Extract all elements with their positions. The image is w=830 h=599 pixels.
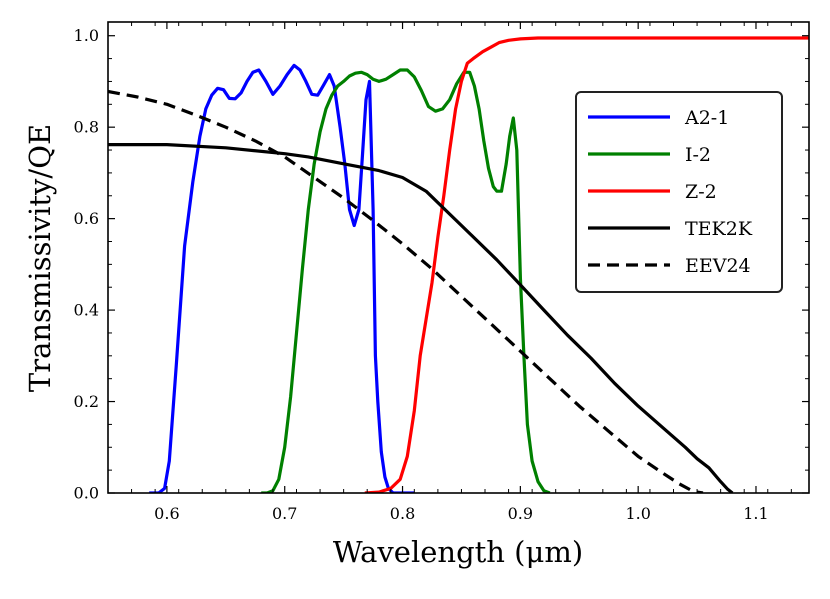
legend-label-a2-1: A2-1 <box>684 107 729 129</box>
legend: A2-1 I-2 Z-2 TEK2K EEV24 <box>575 91 783 293</box>
x-tick-label: 0.7 <box>272 504 297 523</box>
y-tick-label: 0.0 <box>74 484 99 503</box>
y-tick-label: 0.2 <box>74 392 99 411</box>
series-line-z-2 <box>364 36 809 493</box>
y-tick-label: 0.4 <box>74 301 99 320</box>
y-tick-label: 0.8 <box>74 118 99 137</box>
y-axis-label: Transmissivity/QE <box>23 124 57 392</box>
y-tick-label: 0.6 <box>74 209 99 228</box>
legend-label-z-2: Z-2 <box>685 181 717 203</box>
series-line-i-2 <box>261 68 551 493</box>
legend-frame <box>575 91 783 293</box>
legend-label-i-2: I-2 <box>685 144 711 166</box>
series-line-tek2k <box>108 143 734 493</box>
y-tick-label: 1.0 <box>74 26 99 45</box>
series-layer <box>108 36 809 493</box>
series-line-a2-1 <box>149 63 415 493</box>
x-tick-label: 1.1 <box>743 504 768 523</box>
legend-label-tek2k: TEK2K <box>685 218 753 240</box>
series-line-eev24 <box>108 89 704 493</box>
plot-frame <box>107 21 810 494</box>
x-tick-label: 0.8 <box>390 504 415 523</box>
x-tick-label: 1.0 <box>625 504 650 523</box>
x-tick-label: 0.6 <box>154 504 179 523</box>
x-axis-label: Wavelength (μm) <box>333 535 583 569</box>
tick-label-layer: 0.6 0.7 0.8 0.9 1.0 1.1 0.0 0.2 0.4 0.6 0.8 1.0 <box>74 26 769 523</box>
legend-label-eev24: EEV24 <box>685 255 751 277</box>
x-tick-label: 0.9 <box>508 504 533 523</box>
